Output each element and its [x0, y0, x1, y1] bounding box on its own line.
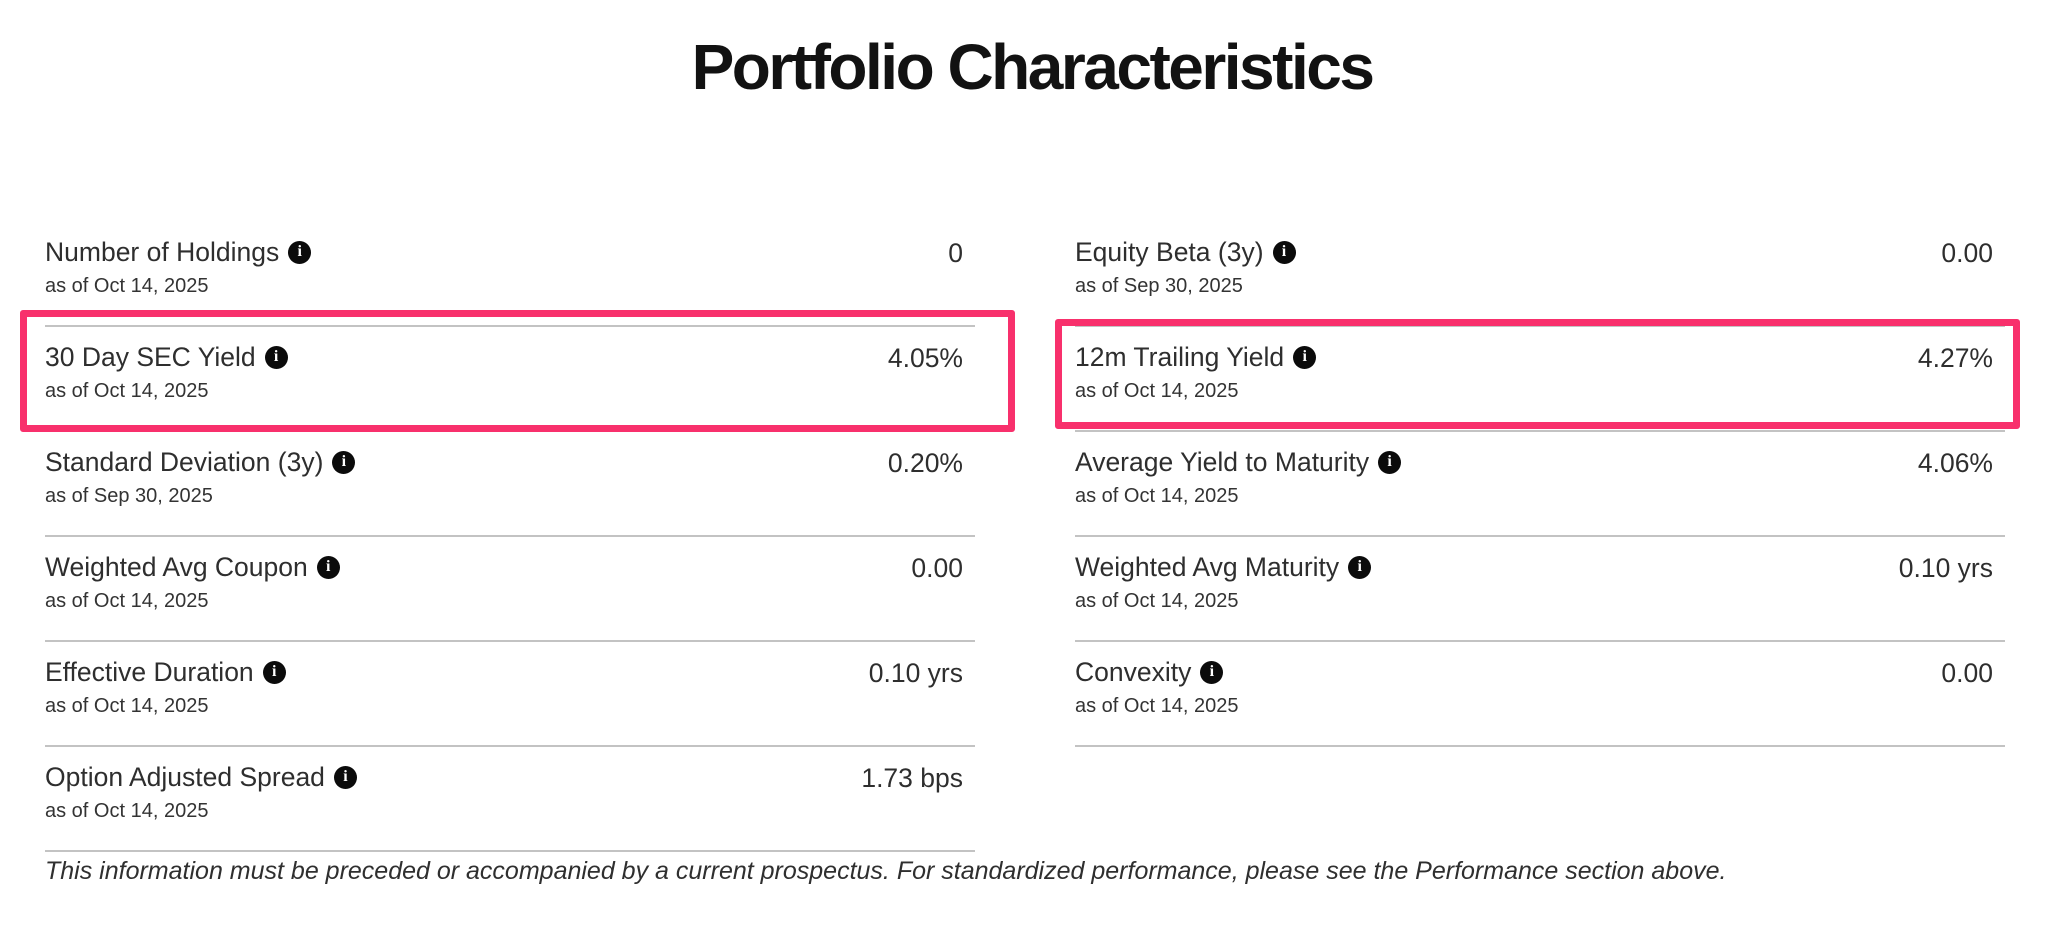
metric-as-of-date: as of Oct 14, 2025 [45, 695, 209, 717]
info-icon[interactable]: i [1348, 555, 1372, 579]
metric-value: 0.00 [911, 553, 963, 583]
info-icon[interactable]: i [316, 555, 340, 579]
info-icon[interactable]: i [262, 660, 286, 684]
metric-value: 1.73 bps [861, 763, 963, 793]
metric-value: 0.00 [1941, 238, 1993, 268]
portfolio-characteristics-grid: Number of Holdings i as of Oct 14, 2025 … [45, 222, 2005, 852]
metric-value: 4.05% [887, 343, 963, 373]
metric-label: Number of Holdings [45, 237, 280, 267]
metric-label: Standard Deviation (3y) [45, 447, 324, 477]
metric-row-standard-deviation: Standard Deviation (3y) i as of Sep 30, … [45, 432, 975, 537]
metric-value: 0.00 [1941, 658, 1993, 688]
metric-as-of-date: as of Oct 14, 2025 [1075, 380, 1239, 402]
metric-value: 4.06% [1917, 448, 1993, 478]
metric-as-of-date: as of Oct 14, 2025 [1075, 485, 1239, 507]
metric-row-weighted-avg-coupon: Weighted Avg Coupon i as of Oct 14, 2025… [45, 537, 975, 642]
metric-label: Average Yield to Maturity [1075, 447, 1370, 477]
metric-as-of-date: as of Oct 14, 2025 [45, 800, 209, 822]
metric-value: 0.20% [887, 448, 963, 478]
metric-as-of-date: as of Oct 14, 2025 [1075, 695, 1239, 717]
metric-label: Weighted Avg Coupon [45, 552, 308, 582]
metric-value: 0.10 yrs [1898, 553, 1993, 583]
prospectus-footnote: This information must be preceded or acc… [45, 857, 1727, 885]
metric-value: 4.27% [1917, 343, 1993, 373]
metric-row-option-adjusted-spread: Option Adjusted Spread i as of Oct 14, 2… [45, 747, 975, 852]
metric-as-of-date: as of Oct 14, 2025 [1075, 590, 1239, 612]
metric-label: Option Adjusted Spread [45, 762, 325, 792]
metric-as-of-date: as of Sep 30, 2025 [45, 485, 213, 507]
metric-row-weighted-avg-maturity: Weighted Avg Maturity i as of Oct 14, 20… [1075, 537, 2005, 642]
metric-row-average-yield-to-maturity: Average Yield to Maturity i as of Oct 14… [1075, 432, 2005, 537]
info-icon[interactable]: i [264, 345, 288, 369]
info-icon[interactable]: i [1293, 345, 1317, 369]
metric-label: Equity Beta (3y) [1075, 237, 1264, 267]
info-icon[interactable]: i [332, 450, 356, 474]
metric-row-12m-trailing-yield: 12m Trailing Yield i as of Oct 14, 2025 … [1075, 327, 2005, 432]
metric-as-of-date: as of Oct 14, 2025 [45, 380, 209, 402]
metric-as-of-date: as of Sep 30, 2025 [1075, 275, 1243, 297]
metric-label: Convexity [1075, 657, 1192, 687]
metric-row-effective-duration: Effective Duration i as of Oct 14, 2025 … [45, 642, 975, 747]
metric-as-of-date: as of Oct 14, 2025 [45, 275, 209, 297]
metric-value: 0 [948, 238, 963, 268]
page-title: Portfolio Characteristics [691, 31, 1375, 103]
info-icon[interactable]: i [288, 240, 312, 264]
metric-as-of-date: as of Oct 14, 2025 [45, 590, 209, 612]
metrics-column-right: Equity Beta (3y) i as of Sep 30, 2025 0.… [1075, 222, 2005, 852]
metric-label: Effective Duration [45, 657, 254, 687]
metric-value: 0.10 yrs [868, 658, 963, 688]
metric-row-equity-beta: Equity Beta (3y) i as of Sep 30, 2025 0.… [1075, 222, 2005, 327]
metric-row-30-day-sec-yield: 30 Day SEC Yield i as of Oct 14, 2025 4.… [45, 327, 975, 432]
metric-row-convexity: Convexity i as of Oct 14, 2025 0.00 [1075, 642, 2005, 747]
info-icon[interactable]: i [1272, 240, 1296, 264]
metrics-column-left: Number of Holdings i as of Oct 14, 2025 … [45, 222, 975, 852]
metric-label: Weighted Avg Maturity [1075, 552, 1340, 582]
metric-row-number-of-holdings: Number of Holdings i as of Oct 14, 2025 … [45, 222, 975, 327]
info-icon[interactable]: i [333, 765, 357, 789]
metric-label: 12m Trailing Yield [1075, 342, 1285, 372]
info-icon[interactable]: i [1378, 450, 1402, 474]
metric-label: 30 Day SEC Yield [45, 342, 256, 372]
info-icon[interactable]: i [1200, 660, 1224, 684]
